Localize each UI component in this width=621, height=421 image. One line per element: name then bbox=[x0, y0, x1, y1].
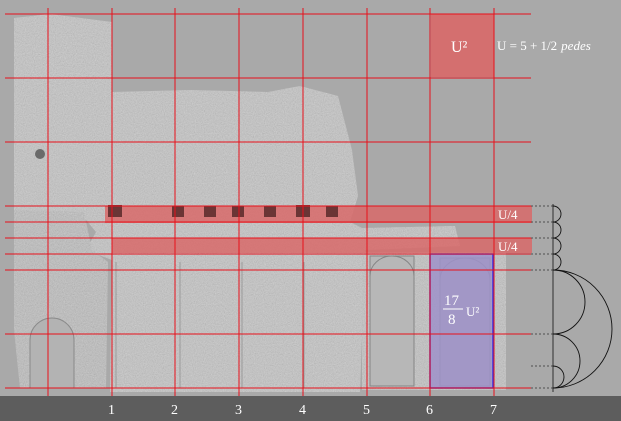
unit-definition-main: U = 5 + 1/2 bbox=[497, 38, 557, 53]
area-numerator: 17 bbox=[444, 293, 460, 309]
unit-definition: U = 5 + 1/2 pedes bbox=[497, 38, 591, 53]
unit-square-label: U² bbox=[451, 39, 468, 56]
band-label-upper: U/4 bbox=[498, 207, 518, 222]
area-highlight bbox=[429, 253, 494, 389]
edge-ticks bbox=[531, 205, 553, 389]
red-grid bbox=[5, 8, 531, 396]
column-label-7: 7 bbox=[490, 403, 497, 418]
area-suffix: U² bbox=[466, 304, 479, 319]
ground-strip bbox=[0, 396, 621, 421]
column-numbers: 1 2 3 4 5 6 7 bbox=[108, 403, 497, 418]
area-denominator: 8 bbox=[448, 312, 456, 328]
band-lower bbox=[112, 238, 532, 253]
column-label-2: 2 bbox=[171, 403, 178, 418]
unit-square bbox=[431, 14, 494, 77]
unit-definition-unit: pedes bbox=[560, 38, 591, 53]
column-label-5: 5 bbox=[363, 403, 370, 418]
column-label-4: 4 bbox=[299, 403, 306, 418]
column-label-6: 6 bbox=[426, 403, 433, 418]
band-label-lower: U/4 bbox=[498, 239, 518, 254]
band-upper bbox=[105, 206, 532, 223]
column-label-3: 3 bbox=[235, 403, 242, 418]
construction-arcs bbox=[552, 205, 613, 389]
column-label-1: 1 bbox=[108, 403, 115, 418]
